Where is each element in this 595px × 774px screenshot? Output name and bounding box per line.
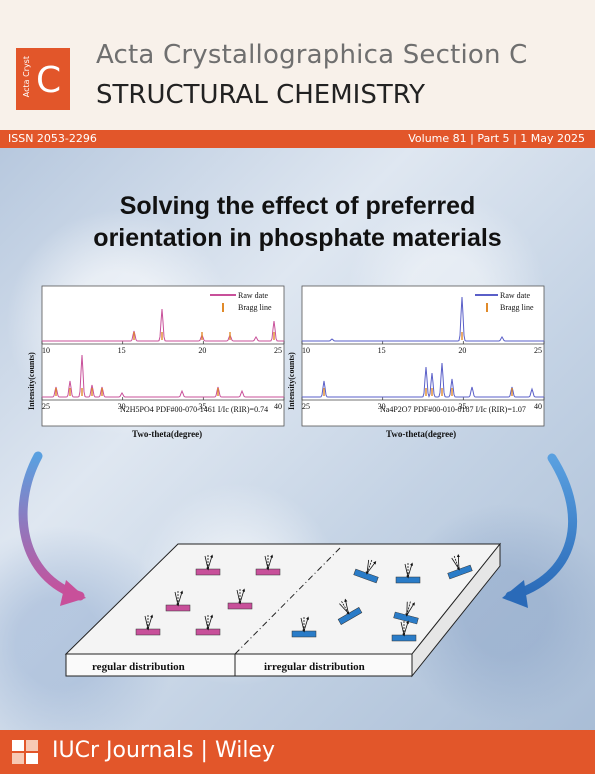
tick-label: 20 <box>198 346 206 355</box>
part: Part 5 <box>477 132 510 145</box>
tick-label: 40 <box>534 402 542 411</box>
tick-label: 15 <box>378 346 386 355</box>
iucr-logo-icon <box>12 740 38 764</box>
cover-figure: 10 15 20 25 25 30 35 40 Raw date Bragg line N2… <box>18 285 577 678</box>
tick-label: 25 <box>274 346 282 355</box>
tick-label: 10 <box>302 346 310 355</box>
crystal-plate <box>391 620 417 642</box>
issue-bar: ISSN 2053-2296 Volume 81 | Part 5 | 1 Ma… <box>0 130 595 148</box>
slab-side <box>411 542 501 678</box>
arrow-head-left-icon <box>60 580 86 606</box>
issue-info: Volume 81 | Part 5 | 1 May 2025 <box>408 132 585 145</box>
crystal-plate <box>195 554 221 576</box>
tick-label: 35 <box>458 402 466 411</box>
journal-subtitle: STRUCTURAL CHEMISTRY <box>96 80 425 110</box>
chart-annotation: Na4P2O7 PDF#00-010-0187 I/Ic (RIR)=1.07 <box>380 405 526 414</box>
y-axis-label: Intensity(counts) <box>287 352 296 410</box>
separator: | <box>513 132 521 145</box>
tick-label: 15 <box>118 346 126 355</box>
tick-label: 35 <box>198 402 206 411</box>
crystal-plate <box>337 598 363 625</box>
crystal-plate <box>393 600 419 625</box>
legend-raw-label: Raw date <box>238 291 268 300</box>
raw-data-line <box>302 362 544 398</box>
legend-raw-label: Raw date <box>500 291 530 300</box>
cover-title-line2: orientation in phosphate materials <box>93 224 502 252</box>
crystal-plate <box>353 558 379 584</box>
logo-letter: C <box>36 60 62 101</box>
crystal-plate <box>395 562 421 584</box>
raw-data-line <box>42 308 284 342</box>
crystal-plate <box>135 614 161 636</box>
y-axis-label: Intensity(counts) <box>27 352 36 410</box>
curved-arrow-left <box>18 451 85 601</box>
journal-logo: Acta Cryst C <box>16 48 70 110</box>
separator: | <box>470 132 478 145</box>
tick-label: 10 <box>42 346 50 355</box>
xrd-chart-left: 10 15 20 25 25 30 35 40 Raw date Bragg line N2… <box>27 285 285 439</box>
crystal-plate <box>227 588 253 610</box>
arrow-head-right-icon <box>502 580 528 608</box>
x-axis-label: Two-theta(degree) <box>132 429 202 439</box>
crystal-plate <box>291 616 317 638</box>
tick-label: 25 <box>534 346 542 355</box>
crystal-plate <box>255 554 281 576</box>
legend-bragg-label: Bragg line <box>500 303 534 312</box>
cover-title-line1: Solving the effect of preferred <box>119 192 476 220</box>
tick-label: 25 <box>42 402 50 411</box>
irregular-distribution-label: irregular distribution <box>264 661 365 673</box>
issue-date: 1 May 2025 <box>520 132 585 145</box>
crystal-plate <box>195 614 221 636</box>
tick-label: 30 <box>378 402 386 411</box>
x-axis-label: Two-theta(degree) <box>386 429 456 439</box>
journal-header: Acta Cryst C Acta Crystallographica Sect… <box>0 0 595 130</box>
crystal-plate <box>447 553 473 580</box>
logo-small-text: Acta Cryst <box>22 56 31 98</box>
regular-distribution-label: regular distribution <box>92 661 185 673</box>
tick-label: 25 <box>302 402 310 411</box>
volume: Volume 81 <box>408 132 467 145</box>
cover-artwork: Solving the effect of preferred orientat… <box>0 148 595 730</box>
legend-bragg-label: Bragg line <box>238 303 272 312</box>
curved-arrow-right <box>505 453 577 601</box>
journal-title: Acta Crystallographica Section C <box>96 40 528 70</box>
chart-annotation: N2H5PO4 PDF#00-070-1461 I/Ic (RIR)=0.74 <box>120 405 268 414</box>
boundary-dashdot <box>234 547 341 655</box>
publisher-text: IUCr Journals | Wiley <box>52 738 275 763</box>
issn: ISSN 2053-2296 <box>8 132 97 145</box>
tick-label: 20 <box>458 346 466 355</box>
publisher-footer: IUCr Journals | Wiley <box>0 730 595 774</box>
raw-data-line <box>302 296 544 342</box>
tick-label: 30 <box>118 402 126 411</box>
chart-frame <box>301 285 545 427</box>
tick-label: 40 <box>274 402 282 411</box>
xrd-chart-right: 10 15 20 25 25 30 35 40 Raw date Bragg line Na… <box>287 285 545 439</box>
raw-data-line <box>42 354 284 398</box>
crystal-plate <box>165 590 191 612</box>
